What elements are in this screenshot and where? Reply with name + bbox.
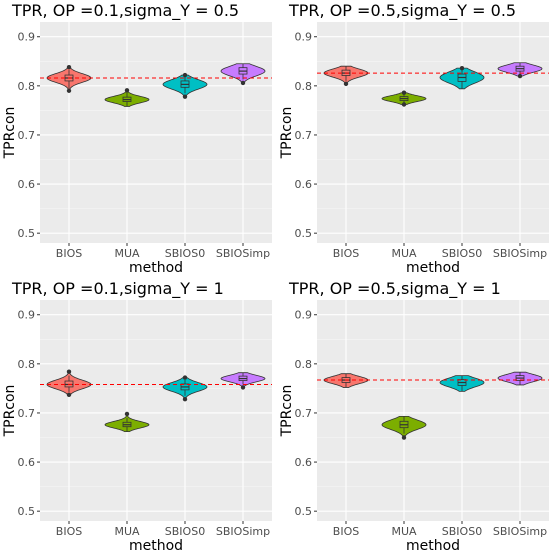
- x-axis-label: method: [406, 260, 460, 276]
- outlier-point: [517, 73, 523, 79]
- y-tick-label: 0.6: [18, 178, 36, 191]
- panel-title: TPR, OP =0.1,sigma_Y = 0.5: [11, 1, 239, 21]
- x-tick-label: MUA: [114, 247, 140, 260]
- y-tick-label: 0.9: [295, 31, 313, 44]
- y-tick-label: 0.5: [295, 227, 313, 240]
- outlier-point: [66, 392, 72, 397]
- plot-background: [40, 300, 272, 521]
- y-axis-label: TPRcon: [279, 107, 295, 160]
- y-tick-label: 0.9: [18, 309, 36, 322]
- violin-SBIOSimp: [220, 372, 266, 388]
- x-tick-label: BIOS: [56, 247, 82, 260]
- panel-title: TPR, OP =0.5,sigma_Y = 0.5: [288, 1, 516, 21]
- violin-SBIOS0: [162, 377, 208, 400]
- y-tick-label: 0.7: [295, 129, 313, 142]
- x-tick-label: SBIOSimp: [493, 247, 547, 260]
- y-tick-label: 0.9: [295, 309, 313, 322]
- outlier-point: [401, 435, 407, 440]
- y-tick-label: 0.6: [295, 178, 313, 191]
- y-tick-label: 0.7: [295, 407, 313, 420]
- outlier-point: [182, 72, 188, 78]
- plot-background: [317, 22, 549, 243]
- violin-SBIOSimp: [220, 63, 266, 84]
- x-tick-label: SBIOSimp: [216, 247, 270, 260]
- plot-background: [317, 300, 549, 521]
- y-tick-label: 0.8: [18, 80, 36, 93]
- violin-BIOS: [323, 65, 369, 85]
- y-tick-label: 0.9: [18, 31, 36, 44]
- y-tick-label: 0.7: [18, 129, 36, 142]
- outlier-point: [124, 88, 130, 93]
- outlier-point: [66, 369, 72, 374]
- x-tick-label: BIOS: [333, 247, 359, 260]
- x-axis-label: method: [129, 260, 183, 276]
- x-axis-label: method: [129, 538, 183, 554]
- outlier-point: [182, 375, 188, 380]
- outlier-point: [66, 88, 72, 93]
- y-tick-label: 0.8: [295, 80, 313, 93]
- y-tick-label: 0.5: [18, 227, 36, 240]
- x-tick-label: MUA: [391, 525, 417, 538]
- y-tick-label: 0.5: [18, 505, 36, 518]
- y-axis-label: TPRcon: [2, 107, 18, 160]
- x-tick-label: BIOS: [333, 525, 359, 538]
- y-axis-label: TPRcon: [279, 385, 295, 438]
- x-tick-label: SBIOSimp: [493, 525, 547, 538]
- x-tick-label: SBIOS0: [165, 247, 205, 260]
- y-tick-label: 0.8: [295, 358, 313, 371]
- outlier-point: [124, 411, 130, 417]
- y-tick-label: 0.8: [18, 358, 36, 371]
- panel-1: 0.5 0.6 0.7 0.8 0.9 BIOS MUA SBIOS0 SBIOSimp TPR,…: [2, 1, 272, 276]
- y-tick-label: 0.6: [295, 456, 313, 469]
- violin-SBIOS0: [162, 74, 208, 98]
- outlier-point: [343, 81, 349, 87]
- outlier-point: [401, 102, 407, 107]
- y-tick-label: 0.6: [18, 456, 36, 469]
- y-tick-label: 0.5: [295, 505, 313, 518]
- outlier-point: [459, 65, 465, 71]
- x-tick-label: SBIOS0: [442, 247, 482, 260]
- y-axis-label: TPRcon: [2, 385, 18, 438]
- x-axis-label: method: [406, 538, 460, 554]
- panel-3: 0.5 0.6 0.7 0.8 0.9 BIOS MUA SBIOS0 SBIOSimp TPR,…: [2, 279, 272, 554]
- panel-4: 0.5 0.6 0.7 0.8 0.9 BIOS MUA SBIOS0 SBIOSimp TPR,…: [279, 279, 549, 554]
- panel-2: 0.5 0.6 0.7 0.8 0.9 BIOS MUA SBIOS0 SBIOSimp TPR,…: [279, 1, 549, 276]
- x-tick-label: MUA: [391, 247, 417, 260]
- outlier-point: [240, 385, 246, 390]
- outlier-point: [240, 80, 246, 86]
- y-tick-label: 0.7: [18, 407, 36, 420]
- outlier-point: [182, 397, 188, 402]
- outlier-point: [66, 64, 72, 70]
- x-tick-label: BIOS: [56, 525, 82, 538]
- outlier-point: [182, 94, 188, 99]
- x-tick-label: SBIOS0: [165, 525, 205, 538]
- x-tick-label: MUA: [114, 525, 140, 538]
- panel-title: TPR, OP =0.5,sigma_Y = 1: [288, 279, 501, 299]
- panel-title: TPR, OP =0.1,sigma_Y = 1: [11, 279, 224, 299]
- outlier-point: [401, 90, 407, 95]
- violin-MUA: [381, 415, 427, 438]
- x-tick-label: SBIOS0: [442, 525, 482, 538]
- plot-background: [40, 22, 272, 243]
- x-tick-label: SBIOSimp: [216, 525, 270, 538]
